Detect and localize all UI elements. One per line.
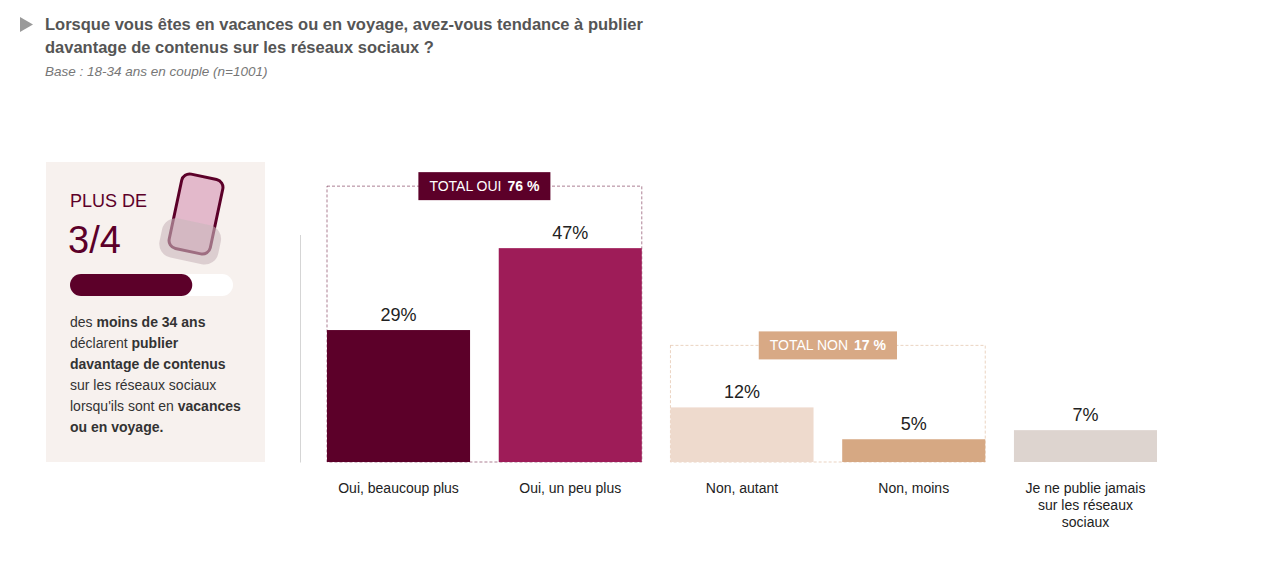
subtitle: Base : 18-34 ans en couple (n=1001): [45, 64, 268, 79]
group-badge-text: TOTAL NON 17 %: [770, 337, 887, 353]
body-word: en: [154, 398, 173, 414]
bar: [670, 407, 813, 462]
body-word: 34: [158, 314, 178, 330]
body-word: sur: [70, 377, 90, 393]
group-label: TOTAL NON: [770, 337, 848, 353]
phone-icon: [157, 171, 234, 268]
group-badge-box: [759, 331, 897, 359]
body-word: en: [87, 419, 107, 435]
group-badge: TOTAL NON 17 %: [759, 331, 897, 359]
body-word: ans: [177, 314, 205, 330]
group-badge: TOTAL OUI 76 %: [418, 172, 550, 200]
x-axis: Oui, beaucoup plus Oui, un peu plus Non, a…: [338, 480, 1145, 530]
bar: [327, 330, 470, 462]
title-marker: [20, 17, 33, 32]
body-word: réseaux: [111, 377, 165, 393]
title-line: davantage de contenus sur les réseaux so…: [45, 38, 434, 56]
category-label-line: Je ne publie jamais: [1026, 480, 1146, 496]
groups: TOTAL OUI 76 % TOTAL NON 17 %: [327, 172, 985, 462]
data-label: 12%: [724, 382, 760, 402]
bar: [1014, 430, 1157, 462]
category-label: Je ne publie jamaissur les réseauxsociau…: [1026, 480, 1146, 530]
group-bracket: [327, 186, 642, 462]
title: Lorsque vous êtes en vacances ou en voya…: [45, 15, 643, 56]
body-word: publier: [128, 335, 179, 351]
title-line: Lorsque vous êtes en vacances ou en voya…: [45, 15, 643, 33]
group-label: TOTAL OUI: [429, 178, 501, 194]
data-label: 5%: [901, 414, 927, 434]
y-axis: [300, 235, 301, 463]
body-word: moins: [93, 314, 138, 330]
group-value: 17 %: [854, 337, 886, 353]
progress-fill: [70, 274, 192, 296]
category-label: Oui, un peu plus: [519, 480, 621, 496]
panel-background: [46, 162, 265, 462]
highlight-panel: PLUS DE 3/4 des moins de 34 ans déclarent p…: [46, 162, 265, 462]
body-word: contenus: [159, 356, 225, 372]
y-axis-line: [300, 235, 301, 463]
highlight-body: lorsqu'ils sont en vacances: [70, 398, 241, 414]
body-word: vacances: [174, 398, 241, 414]
category-label: Non, moins: [878, 480, 949, 496]
highlight-body: ou en voyage.: [70, 419, 163, 435]
category-label-line: sur les réseaux: [1038, 497, 1133, 513]
category-label: Oui, beaucoup plus: [338, 480, 459, 496]
body-word: sont: [124, 398, 154, 414]
chart: Lorsque vous êtes en vacances ou en voya…: [0, 0, 1280, 582]
highlight-value: 3/4: [68, 219, 121, 261]
bars: [327, 248, 1157, 462]
category-label-line: Non, moins: [878, 480, 949, 496]
body-word: davantage: [70, 356, 139, 372]
bar: [499, 248, 642, 462]
body-word: des: [70, 314, 93, 330]
body-word: voyage.: [107, 419, 163, 435]
phone-hand: [157, 216, 224, 268]
progress-track: [70, 274, 233, 296]
group-badge-text: TOTAL OUI 76 %: [429, 178, 540, 194]
category-label-line: Oui, beaucoup plus: [338, 480, 459, 496]
category-label: Non, autant: [706, 480, 778, 496]
group-badge-box: [418, 172, 550, 200]
data-label: 47%: [552, 223, 588, 243]
highlight-body: des moins de 34 ans: [70, 314, 206, 330]
highlight-body: déclarent publier: [70, 335, 179, 351]
highlight-body: sur les réseaux sociaux: [70, 377, 216, 393]
category-label-line: Oui, un peu plus: [519, 480, 621, 496]
body-word: sociaux: [165, 377, 216, 393]
body-word: de: [138, 314, 158, 330]
bar: [842, 439, 985, 462]
group-value: 76 %: [507, 178, 539, 194]
highlight-body: davantage de contenus: [70, 356, 226, 372]
highlight-prefix: PLUS DE: [70, 191, 147, 211]
body-word: déclarent: [70, 335, 128, 351]
body-word: les: [89, 377, 111, 393]
body-word: ou: [70, 419, 87, 435]
group-bracket: [670, 345, 985, 462]
data-label: 29%: [381, 305, 417, 325]
body-word: lorsqu'ils: [70, 398, 124, 414]
body-word: de: [139, 356, 159, 372]
category-label-line: Non, autant: [706, 480, 778, 496]
category-label-line: sociaux: [1062, 514, 1109, 530]
data-labels: 29% 47% 12% 5% 7%: [381, 223, 1099, 434]
data-label: 7%: [1072, 405, 1098, 425]
